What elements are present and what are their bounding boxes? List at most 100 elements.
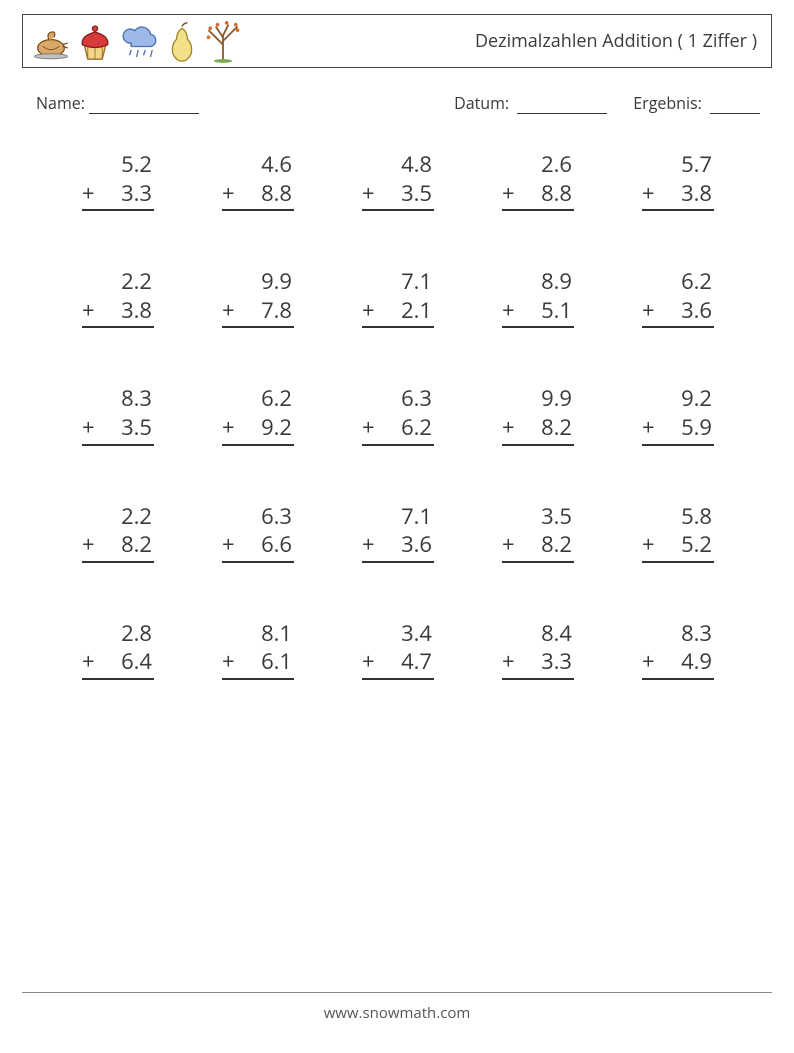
operator: + <box>82 413 95 442</box>
result-blank[interactable] <box>710 98 760 114</box>
operand-b-row: +3.8 <box>642 179 714 212</box>
problem: 8.4+3.3 <box>468 619 608 680</box>
operand-b-row: +3.6 <box>362 530 434 563</box>
name-label: Name: <box>36 92 85 114</box>
operand-a: 3.5 <box>502 502 574 531</box>
problem: 5.7+3.8 <box>608 150 748 211</box>
operand-a: 3.4 <box>362 619 434 648</box>
operand-b-row: +8.2 <box>82 530 154 563</box>
operand-b: 5.1 <box>541 296 572 325</box>
operand-b-row: +8.8 <box>222 179 294 212</box>
operator: + <box>642 530 655 559</box>
name-blank[interactable] <box>89 98 199 114</box>
operand-b: 8.2 <box>541 413 572 442</box>
operator: + <box>362 296 375 325</box>
problem: 7.1+3.6 <box>328 502 468 563</box>
problem: 4.6+8.8 <box>188 150 328 211</box>
operator: + <box>362 647 375 676</box>
operand-b-row: +3.5 <box>362 179 434 212</box>
operand-a: 6.2 <box>222 384 294 413</box>
page-title: Dezimalzahlen Addition ( 1 Ziffer ) <box>475 29 757 53</box>
operator: + <box>502 179 515 208</box>
problem: 8.1+6.1 <box>188 619 328 680</box>
operator: + <box>222 647 235 676</box>
operand-b: 3.8 <box>681 179 712 208</box>
operand-b: 7.8 <box>261 296 292 325</box>
operand-a: 8.4 <box>502 619 574 648</box>
operator: + <box>502 647 515 676</box>
operand-b: 8.2 <box>121 530 152 559</box>
operand-b-row: +6.6 <box>222 530 294 563</box>
operand-b: 6.1 <box>261 647 292 676</box>
problem: 2.6+8.8 <box>468 150 608 211</box>
operand-b-row: +3.3 <box>82 179 154 212</box>
operand-b: 2.1 <box>401 296 432 325</box>
cupcake-icon <box>77 23 113 63</box>
operator: + <box>362 530 375 559</box>
problem: 8.3+4.9 <box>608 619 748 680</box>
operand-b-row: +9.2 <box>222 413 294 446</box>
date-blank[interactable] <box>517 98 607 114</box>
operand-b: 3.8 <box>121 296 152 325</box>
operator: + <box>222 296 235 325</box>
operand-b-row: +7.8 <box>222 296 294 329</box>
problem: 6.2+9.2 <box>188 384 328 445</box>
operator: + <box>362 413 375 442</box>
operator: + <box>642 179 655 208</box>
operand-a: 8.3 <box>82 384 154 413</box>
operand-b-row: +3.6 <box>642 296 714 329</box>
operator: + <box>362 179 375 208</box>
operand-b: 5.9 <box>681 413 712 442</box>
problem: 9.2+5.9 <box>608 384 748 445</box>
operand-b: 6.2 <box>401 413 432 442</box>
operand-a: 9.9 <box>502 384 574 413</box>
info-row: Name: Datum: Ergebnis: <box>36 92 760 114</box>
operand-b: 3.5 <box>121 413 152 442</box>
operand-a: 8.9 <box>502 267 574 296</box>
header: Dezimalzahlen Addition ( 1 Ziffer ) <box>22 14 772 68</box>
operand-b: 3.3 <box>541 647 572 676</box>
name-field: Name: <box>36 92 199 114</box>
date-field: Datum: <box>454 92 607 114</box>
problem: 3.4+4.7 <box>328 619 468 680</box>
problem: 6.2+3.6 <box>608 267 748 328</box>
operand-a: 2.2 <box>82 502 154 531</box>
problem: 2.8+6.4 <box>48 619 188 680</box>
problem: 2.2+3.8 <box>48 267 188 328</box>
operand-a: 5.2 <box>82 150 154 179</box>
operand-a: 6.3 <box>362 384 434 413</box>
operand-b: 4.7 <box>401 647 432 676</box>
operator: + <box>82 296 95 325</box>
operand-a: 9.9 <box>222 267 294 296</box>
operand-a: 4.8 <box>362 150 434 179</box>
problem: 2.2+8.2 <box>48 502 188 563</box>
operator: + <box>502 530 515 559</box>
operator: + <box>222 179 235 208</box>
operand-b-row: +8.2 <box>502 530 574 563</box>
operand-a: 4.6 <box>222 150 294 179</box>
operator: + <box>502 413 515 442</box>
operand-b-row: +5.2 <box>642 530 714 563</box>
result-field: Ergebnis: <box>633 92 760 114</box>
operand-a: 8.1 <box>222 619 294 648</box>
operand-a: 7.1 <box>362 267 434 296</box>
operand-b: 9.2 <box>261 413 292 442</box>
operand-b: 3.6 <box>401 530 432 559</box>
operand-b: 8.8 <box>541 179 572 208</box>
operator: + <box>642 413 655 442</box>
operand-b-row: +8.8 <box>502 179 574 212</box>
operator: + <box>502 296 515 325</box>
operator: + <box>642 296 655 325</box>
operand-a: 9.2 <box>642 384 714 413</box>
footer-text: www.snowmath.com <box>0 1003 794 1023</box>
bare-tree-icon <box>203 19 243 63</box>
problem: 8.3+3.5 <box>48 384 188 445</box>
worksheet-page: Dezimalzahlen Addition ( 1 Ziffer ) Name… <box>0 0 794 1053</box>
problem: 5.2+3.3 <box>48 150 188 211</box>
problem: 8.9+5.1 <box>468 267 608 328</box>
operator: + <box>82 647 95 676</box>
header-icons <box>31 19 243 63</box>
operand-a: 6.3 <box>222 502 294 531</box>
problems-grid: 5.2+3.34.6+8.84.8+3.52.6+8.85.7+3.82.2+3… <box>48 150 748 680</box>
operand-a: 6.2 <box>642 267 714 296</box>
